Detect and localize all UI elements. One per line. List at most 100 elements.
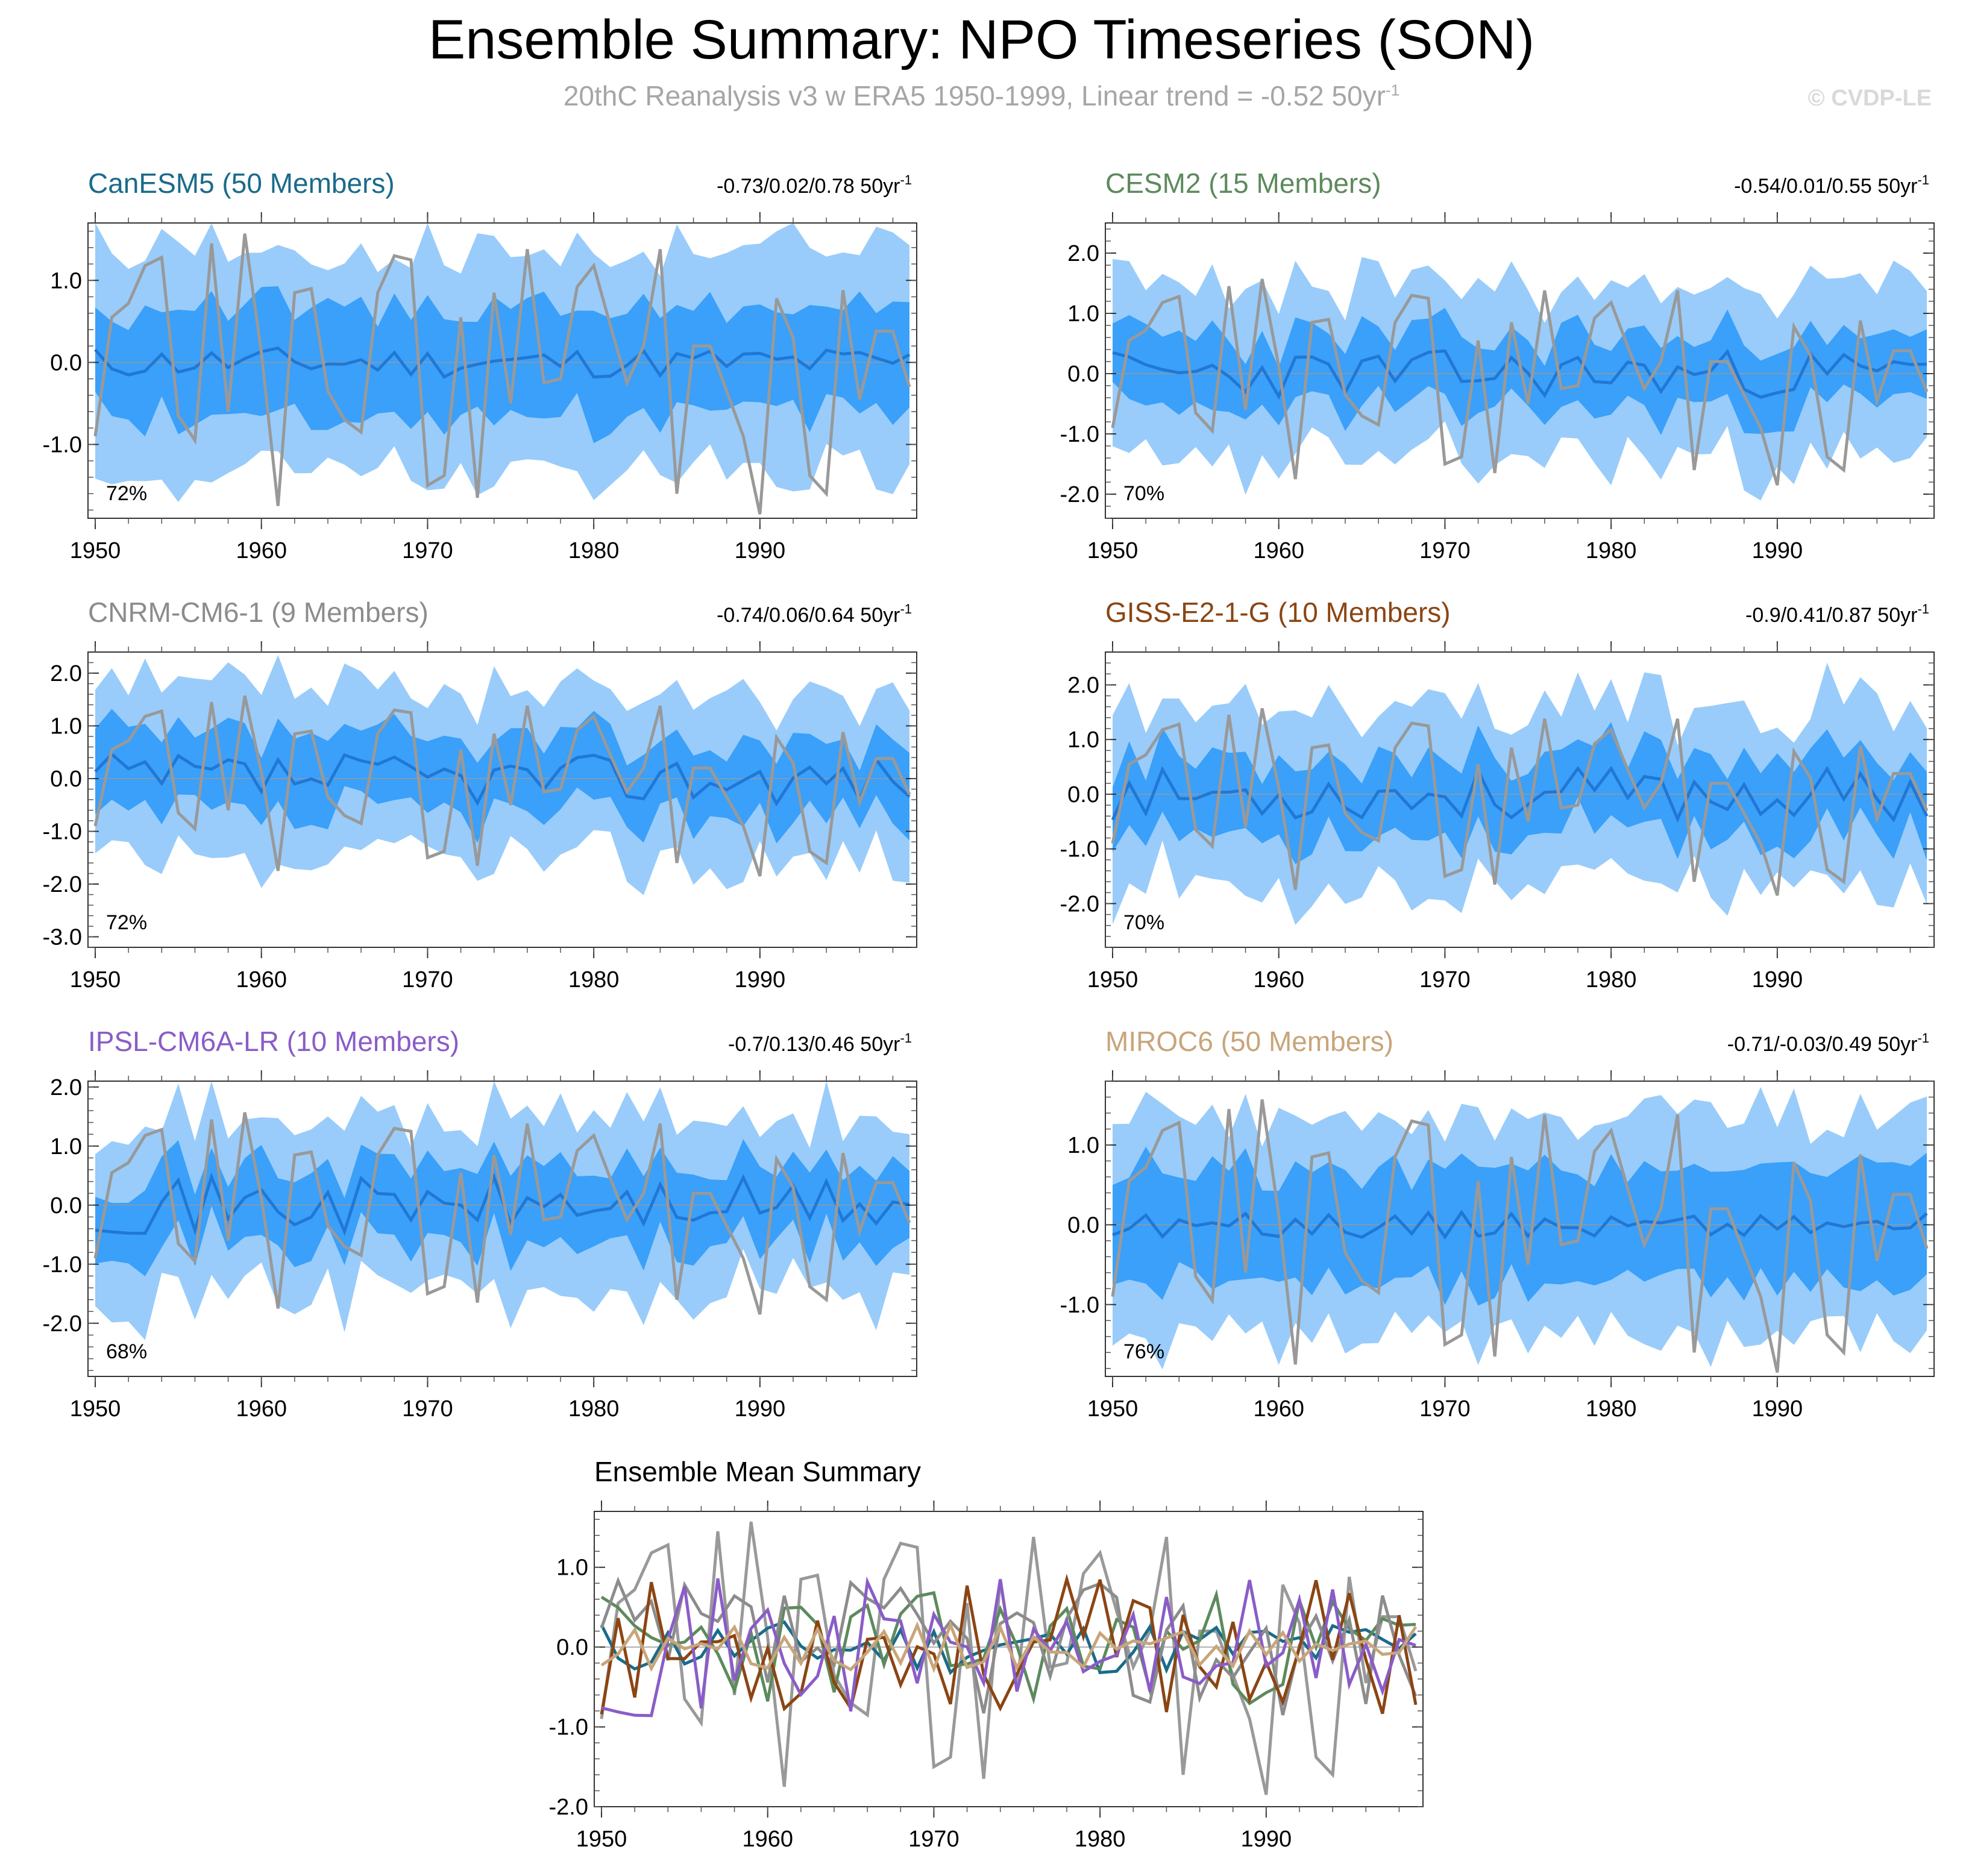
ensemble-mean-line bbox=[1112, 1209, 1928, 1240]
subtitle-text: 20thC Reanalysis v3 w ERA5 1950-1999, Li… bbox=[563, 80, 1386, 111]
x-tick-label: 1970 bbox=[908, 1827, 960, 1852]
ensemble-mean-summary-panel: 1.0 0.0 -1.0 -2.0 1950 1960 1970 1980 1990 Ensemb… bbox=[549, 1456, 1424, 1852]
y-tick-label: 0.0 bbox=[1067, 1212, 1099, 1238]
y-tick-label: 1.0 bbox=[1067, 1133, 1099, 1158]
panel-2: 2.0 1.0 0.0 -1.0 -2.0 -3.0 1950 1960 1970 1980 199… bbox=[43, 597, 917, 993]
ensemble-inner-band bbox=[95, 1139, 909, 1276]
observed-line bbox=[93, 1112, 911, 1315]
subtitle-unit-exponent: -1 bbox=[1386, 81, 1400, 99]
y-tick-label: -1.0 bbox=[1060, 837, 1099, 862]
trend-value: -0.7/0.13/0.46 50yr bbox=[728, 1033, 900, 1056]
y-tick-label: 1.0 bbox=[1067, 301, 1099, 327]
x-tick-label: 1990 bbox=[735, 1396, 786, 1422]
summary-series-cnrm-cm6-1 bbox=[600, 1576, 1418, 1716]
percent-label: 72% bbox=[106, 482, 147, 505]
y-tick-label: 2.0 bbox=[1067, 241, 1099, 266]
x-tick-label: 1960 bbox=[236, 538, 287, 563]
y-tick-label: -1.0 bbox=[1060, 1293, 1099, 1318]
y-tick-label: 1.0 bbox=[1067, 727, 1099, 753]
panel-5: 1.0 0.0 -1.0 1950 1960 1970 1980 1990 MIROC6 (50… bbox=[1060, 1026, 1935, 1422]
observed-line bbox=[1111, 278, 1929, 486]
trend-unit-exponent: -1 bbox=[1917, 601, 1929, 616]
panel-title: CESM2 (15 Members) bbox=[1105, 168, 1381, 199]
x-tick-label: 1990 bbox=[735, 538, 786, 563]
x-tick-label: 1950 bbox=[1087, 538, 1139, 563]
percent-label: 70% bbox=[1123, 482, 1164, 505]
panel-0: 1.0 0.0 -1.0 1950 1960 1970 1980 1990 CanESM5 (5… bbox=[43, 168, 917, 563]
y-tick-label: -2.0 bbox=[43, 872, 82, 897]
trend-label: -0.73/0.02/0.78 50yr-1 bbox=[717, 172, 912, 198]
summary-series-miroc6 bbox=[600, 1620, 1418, 1674]
trend-unit-exponent: -1 bbox=[1917, 172, 1929, 187]
y-tick-label: 0.0 bbox=[50, 767, 82, 792]
x-tick-label: 1990 bbox=[735, 967, 786, 993]
ensemble-mean-line bbox=[1111, 765, 1929, 823]
y-tick-label: 0.0 bbox=[1067, 362, 1099, 387]
x-tick-label: 1960 bbox=[236, 967, 287, 993]
plot-frame bbox=[594, 1511, 1424, 1807]
x-tick-label: 1950 bbox=[1087, 1396, 1139, 1422]
x-tick-label: 1970 bbox=[402, 967, 453, 993]
x-tick-label: 1990 bbox=[1752, 538, 1803, 563]
x-tick-label: 1970 bbox=[402, 538, 453, 563]
observed-line bbox=[1111, 1099, 1929, 1373]
y-tick-label: 1.0 bbox=[556, 1555, 588, 1581]
ensemble-inner-band bbox=[95, 709, 909, 844]
x-tick-label: 1980 bbox=[1586, 1396, 1637, 1422]
x-tick-label: 1950 bbox=[70, 1396, 121, 1422]
trend-value: -0.71/-0.03/0.49 50yr bbox=[1727, 1033, 1918, 1056]
trend-value: -0.74/0.06/0.64 50yr bbox=[717, 604, 900, 627]
y-tick-label: 0.0 bbox=[50, 350, 82, 375]
y-tick-label: -2.0 bbox=[1060, 482, 1099, 507]
observed-line bbox=[93, 695, 911, 877]
y-tick-label: 1.0 bbox=[50, 1134, 82, 1159]
x-tick-label: 1960 bbox=[1253, 538, 1304, 563]
x-tick-label: 1950 bbox=[576, 1827, 627, 1852]
x-tick-label: 1950 bbox=[70, 538, 121, 563]
ensemble-inner-band bbox=[1113, 307, 1927, 435]
panel-title: CNRM-CM6-1 (9 Members) bbox=[88, 597, 429, 628]
y-tick-label: 0.0 bbox=[50, 1193, 82, 1219]
x-tick-label: 1970 bbox=[1419, 1396, 1471, 1422]
ensemble-inner-band bbox=[1113, 721, 1927, 864]
y-tick-label: -1.0 bbox=[549, 1715, 588, 1740]
y-tick-label: -2.0 bbox=[1060, 891, 1099, 917]
y-tick-label: 1.0 bbox=[50, 714, 82, 739]
trend-label: -0.71/-0.03/0.49 50yr-1 bbox=[1727, 1031, 1929, 1056]
panel-title: MIROC6 (50 Members) bbox=[1105, 1026, 1393, 1057]
panel-3: 2.0 1.0 0.0 -1.0 -2.0 1950 1960 1970 1980 1990 GIS… bbox=[1060, 597, 1935, 993]
x-tick-label: 1950 bbox=[1087, 967, 1139, 993]
trend-value: -0.54/0.01/0.55 50yr bbox=[1734, 175, 1917, 198]
ensemble-inner-band bbox=[95, 286, 909, 444]
y-tick-label: -1.0 bbox=[1060, 422, 1099, 447]
trend-label: -0.54/0.01/0.55 50yr-1 bbox=[1734, 172, 1929, 198]
percent-label: 76% bbox=[1123, 1340, 1164, 1363]
x-tick-label: 1980 bbox=[568, 967, 620, 993]
y-tick-label: -3.0 bbox=[43, 925, 82, 950]
x-tick-label: 1980 bbox=[568, 1396, 620, 1422]
plot-frame bbox=[87, 222, 917, 519]
y-tick-label: 0.0 bbox=[1067, 782, 1099, 808]
x-tick-label: 1980 bbox=[568, 538, 620, 563]
trend-unit-exponent: -1 bbox=[900, 1031, 912, 1046]
trend-value: -0.9/0.41/0.87 50yr bbox=[1745, 604, 1917, 627]
y-tick-label: -1.0 bbox=[43, 433, 82, 458]
y-tick-label: -1.0 bbox=[43, 820, 82, 845]
x-tick-label: 1980 bbox=[1075, 1827, 1126, 1852]
y-tick-label: -2.0 bbox=[549, 1795, 588, 1820]
x-tick-label: 1990 bbox=[1241, 1827, 1292, 1852]
y-tick-label: 0.0 bbox=[556, 1635, 588, 1660]
x-tick-label: 1950 bbox=[70, 967, 121, 993]
observed-line bbox=[1111, 707, 1929, 896]
summary-title: Ensemble Mean Summary bbox=[594, 1456, 921, 1487]
figure-title: Ensemble Summary: NPO Timeseries (SON) bbox=[428, 9, 1535, 71]
x-tick-label: 1960 bbox=[1253, 1396, 1304, 1422]
y-tick-label: 2.0 bbox=[50, 661, 82, 686]
percent-label: 70% bbox=[1123, 911, 1164, 934]
trend-unit-exponent: -1 bbox=[1917, 1031, 1929, 1046]
trend-value: -0.73/0.02/0.78 50yr bbox=[717, 175, 900, 198]
x-tick-label: 1990 bbox=[1752, 1396, 1803, 1422]
x-tick-label: 1980 bbox=[1586, 967, 1637, 993]
percent-label: 72% bbox=[106, 911, 147, 934]
